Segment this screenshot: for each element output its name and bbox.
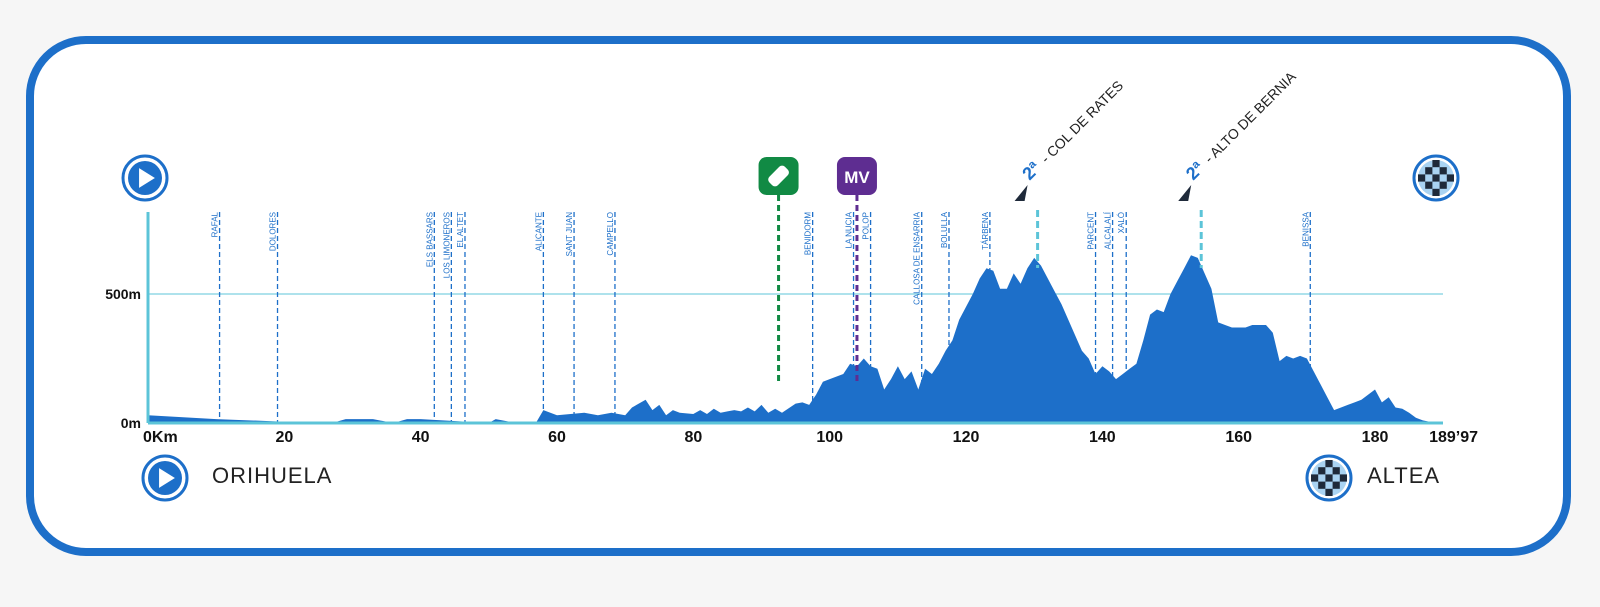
x-tick-label: 0Km [143,429,178,446]
marker-badge [836,157,877,195]
town-label: POLOP [862,212,871,240]
checkered-flag-icon-square [1311,474,1319,482]
town-label: BENISSA [1301,211,1310,246]
checkered-flag-icon-square [1332,467,1340,475]
climb-name: - COL DE RATES [1037,77,1126,166]
town-label: ALCALALÍ [1104,211,1113,249]
axes-layer: 0Km 20 40 60 80 100 120 140 160 180 189’97 0m 500m [105,212,1478,446]
town-label: CALLOSA DE ENSARRIA [913,211,922,305]
checkered-flag-icon-square [1432,160,1440,168]
marker-label: MV [844,168,870,187]
town-label: LA NUCIA [845,211,854,248]
town-label: ALICANTE [534,212,543,251]
climb-flag-icon [1014,185,1028,201]
markers-layer: MV [758,157,877,382]
checkered-flag-icon-square [1432,188,1440,196]
checkered-flag-icon-square [1439,167,1447,175]
climb-label: 2ª- COL DE RATES [1018,77,1126,184]
town-label: ELS BASSARS [425,212,434,267]
checkered-flag-icon-square [1325,460,1333,468]
x-tick-label: 189’97 [1429,429,1478,446]
checkered-flag-icon-square [1425,181,1433,189]
x-tick-label: 60 [548,429,566,446]
checkered-flag-icon-square [1318,481,1326,489]
checkered-flag-icon-square [1446,174,1454,182]
elevation-layer [148,255,1443,423]
town-label: TÁRBENA [981,211,990,249]
climb-name: - ALTO DE BERNIA [1201,68,1299,166]
x-tick-label: 160 [1225,429,1252,446]
checkered-flag-icon [1412,154,1460,202]
elevation-profile [148,255,1443,423]
checkered-flag-icon-square [1439,181,1447,189]
checkered-flag-icon-square [1418,174,1426,182]
start-town-label: ORIHUELA [212,463,333,488]
x-tick-label: 140 [1089,429,1116,446]
x-tick-label: 20 [275,429,293,446]
town-label: RAFAL [211,211,220,237]
checkered-flag-icon-square [1432,174,1440,182]
x-tick-label: 180 [1362,429,1389,446]
town-label: PARCENT [1087,212,1096,250]
play-icon-triangle [139,168,155,188]
town-label: LOS LIMONEROS [442,212,451,278]
checkered-flag-icon-square [1332,481,1340,489]
climb-category: 2ª [1018,158,1044,184]
town-label: DOLORES [269,212,278,251]
climb-flag-icon [1178,185,1192,201]
x-tick-label: 80 [684,429,702,446]
y-tick-label: 500m [105,286,141,302]
play-icon [121,154,169,202]
town-label: BENIDORM [804,212,813,255]
town-label: CAMPELLO [606,212,615,256]
play-icon [141,454,189,502]
climb-category: 2ª [1182,158,1208,184]
x-tick-label: 40 [412,429,430,446]
checkered-flag-icon-square [1425,167,1433,175]
x-tick-label: 120 [953,429,980,446]
town-label: EL ALTET [456,212,465,248]
checkered-flag-icon-square [1325,474,1333,482]
town-label: SANT JUAN [565,212,574,257]
checkered-flag-icon-square [1318,467,1326,475]
checkered-flag-icon-square [1325,488,1333,496]
finish-town-label: ALTEA [1367,463,1441,488]
town-label: BOLULLA [940,211,949,248]
icons-layer [121,154,1460,502]
bottle-icon [768,165,789,187]
checkered-flag-icon [1305,454,1353,502]
climb-label: 2ª- ALTO DE BERNIA [1182,68,1299,184]
play-icon-triangle [159,468,175,488]
y-tick-label: 0m [121,415,141,431]
profile-card [26,36,1571,556]
x-tick-label: 100 [816,429,843,446]
town-label: XALÓ [1117,212,1126,233]
town-markers-layer: RAFAL DOLORES ELS BASSARS LOS LIMONEROS EL A… [211,211,1311,423]
checkered-flag-icon-square [1339,474,1347,482]
